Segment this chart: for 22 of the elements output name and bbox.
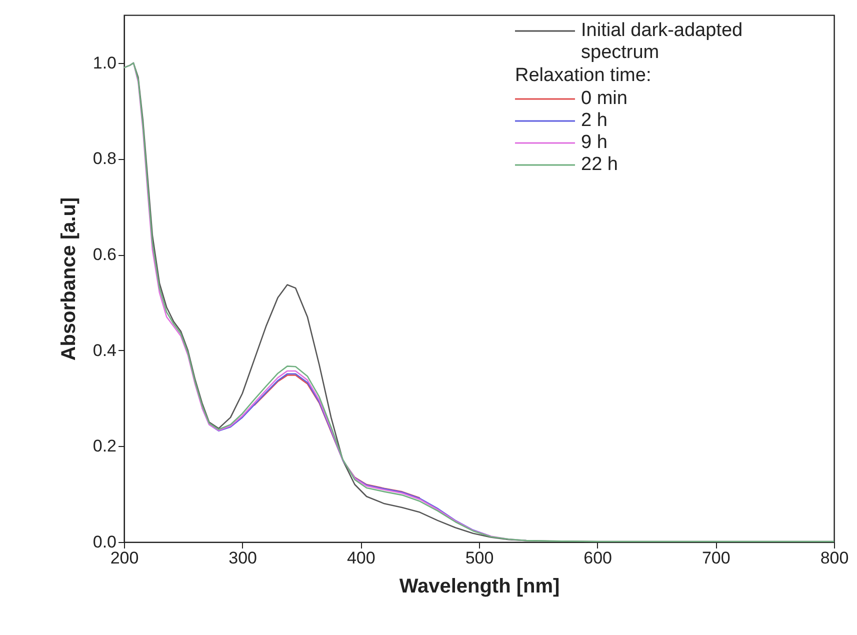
legend-label: Initial dark-adapted spectrum — [581, 20, 744, 64]
legend-label: 2 h — [581, 110, 608, 132]
y-tick-label: 0.8 — [92, 149, 116, 168]
y-tick-label: 0.4 — [92, 340, 116, 360]
y-tick-label: 0.2 — [92, 436, 116, 456]
line-series — [254, 374, 420, 499]
y-tick-label: 0.0 — [92, 532, 116, 552]
x-tick-label: 600 — [584, 548, 612, 568]
legend-label: 9 h — [581, 132, 608, 154]
x-axis-title: Wavelength [nm] — [399, 576, 560, 598]
y-tick-label: 0.6 — [92, 245, 116, 264]
x-tick-label: 700 — [702, 548, 730, 568]
x-tick-label: 300 — [228, 548, 258, 568]
x-tick-label: 800 — [820, 548, 849, 568]
x-tick-label: 200 — [110, 548, 139, 568]
legend-label: 0 min — [581, 88, 628, 110]
x-tick-label: 500 — [465, 548, 494, 568]
y-tick-label: 1.0 — [92, 53, 116, 72]
y-axis-title: Absorbance [a.u] — [58, 197, 80, 361]
x-tick-label: 400 — [346, 548, 376, 568]
legend-label: 22 h — [581, 154, 618, 176]
legend-title: Relaxation time: — [515, 65, 652, 87]
